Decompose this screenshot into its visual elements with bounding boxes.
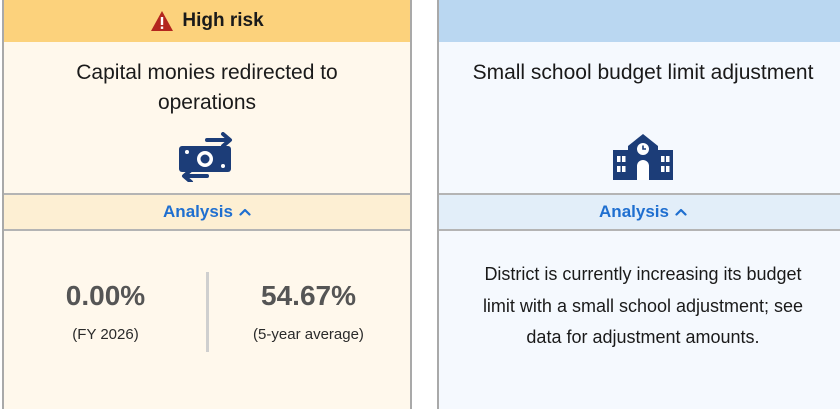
- warning-icon: [151, 11, 174, 31]
- small-school-card: Small school budget limit adjustment Ana…: [437, 0, 840, 409]
- analysis-label: Analysis: [599, 202, 669, 221]
- stat-divider: [206, 272, 209, 352]
- card-title: Small school budget limit adjustment: [472, 61, 814, 84]
- analysis-label: Analysis: [163, 202, 233, 221]
- stat-label: (5-year average): [253, 326, 364, 343]
- money-transfer-icon: [179, 132, 232, 182]
- analysis-description: District is currently increasing its bud…: [482, 264, 804, 347]
- stat-label: (FY 2026): [72, 326, 139, 343]
- analysis-toggle-button[interactable]: Analysis: [599, 202, 687, 222]
- analysis-toggle-bar: Analysis: [439, 193, 840, 231]
- school-building-icon: [613, 134, 673, 180]
- stats-row: 0.00% (FY 2026) 54.67% (5-year average): [4, 270, 410, 352]
- card-header: [439, 0, 840, 42]
- card-title: Capital monies redirected to operations: [76, 61, 338, 114]
- stat-value: 0.00%: [65, 280, 146, 311]
- stat-average: 54.67% (5-year average): [207, 270, 410, 352]
- stat-current: 0.00% (FY 2026): [4, 270, 207, 352]
- risk-level-label: High risk: [182, 10, 264, 31]
- analysis-toggle-bar: Analysis: [4, 193, 410, 231]
- analysis-toggle-button[interactable]: Analysis: [163, 202, 251, 222]
- capital-monies-card: High risk Capital monies redirected to o…: [2, 0, 412, 409]
- stat-value: 54.67%: [261, 280, 356, 311]
- risk-header: High risk: [4, 0, 410, 42]
- chevron-up-icon: [675, 208, 687, 216]
- chevron-up-icon: [239, 208, 251, 216]
